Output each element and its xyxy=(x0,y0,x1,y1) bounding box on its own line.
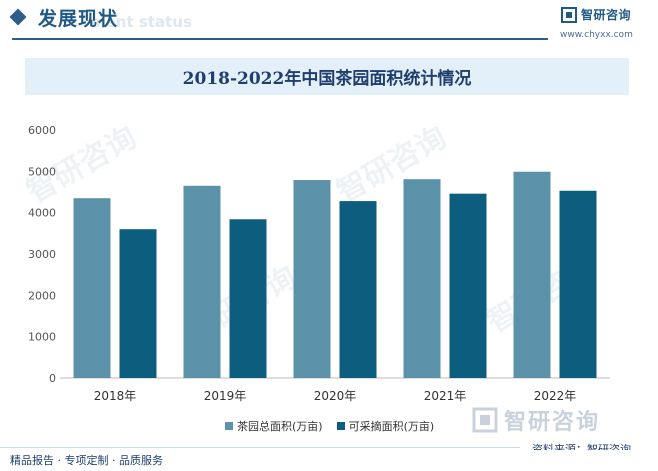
header-divider xyxy=(12,38,548,40)
y-tick-label: 4000 xyxy=(28,207,56,220)
page-header: ment status 发展现状 智研咨询 www.chyxx.com xyxy=(0,0,658,40)
bar-total-area xyxy=(73,198,111,378)
footer-divider xyxy=(0,447,520,448)
bar-pickable-area xyxy=(449,193,487,378)
x-tick-label: 2021年 xyxy=(424,389,467,403)
legend-label: 茶园总面积(万亩) xyxy=(237,420,323,433)
page-footer: 精品报告 · 专项定制 · 品质服务 xyxy=(0,450,658,471)
bar-chart: 0 1000 2000 3000 4000 5000 6000 2018年 2019年 2020年… xyxy=(28,124,610,403)
y-tick-label: 3000 xyxy=(28,248,56,261)
bar-total-area xyxy=(513,171,551,378)
brand-logo: 智研咨询 xyxy=(561,6,631,23)
chart-title-bar: 2018-2022年中国茶园面积统计情况 xyxy=(25,58,629,95)
x-tick-label: 2022年 xyxy=(534,389,577,403)
watermark-logo: 智研咨询 xyxy=(472,404,600,436)
bar-pickable-area xyxy=(559,190,597,378)
brand-url: www.chyxx.com xyxy=(560,30,633,40)
y-tick-label: 6000 xyxy=(28,124,56,137)
y-tick-label: 5000 xyxy=(28,165,56,178)
bar-pickable-area xyxy=(339,201,377,378)
watermark-logo-icon xyxy=(472,407,498,433)
brand-name: 智研咨询 xyxy=(581,8,632,22)
bar-pickable-area xyxy=(119,229,157,378)
bar-total-area xyxy=(183,185,221,378)
y-tick-label: 2000 xyxy=(28,289,56,302)
x-tick-label: 2018年 xyxy=(94,389,137,403)
y-tick-label: 1000 xyxy=(28,331,56,344)
bar-total-area xyxy=(293,180,331,378)
y-tick-label: 0 xyxy=(49,372,56,385)
legend-swatch xyxy=(336,422,345,430)
bar-total-area xyxy=(403,179,441,378)
legend-item-pickable-area: 可采摘面积(万亩) xyxy=(336,418,435,434)
header-faint-subtitle: ment status xyxy=(90,13,192,31)
chart-title: 2018-2022年中国茶园面积统计情况 xyxy=(182,69,472,89)
chart-legend: 茶园总面积(万亩) 可采摘面积(万亩) xyxy=(225,418,448,434)
legend-item-total-area: 茶园总面积(万亩) xyxy=(225,418,323,434)
x-tick-label: 2019年 xyxy=(204,389,247,403)
legend-swatch xyxy=(225,422,233,430)
brand-logo-icon xyxy=(561,6,577,23)
watermark-brand: 智研咨询 xyxy=(504,410,601,435)
legend-label: 可采摘面积(万亩) xyxy=(348,420,435,433)
page-title: 发展现状 xyxy=(38,8,119,30)
bar-pickable-area xyxy=(229,219,267,378)
x-tick-label: 2020年 xyxy=(314,389,357,403)
